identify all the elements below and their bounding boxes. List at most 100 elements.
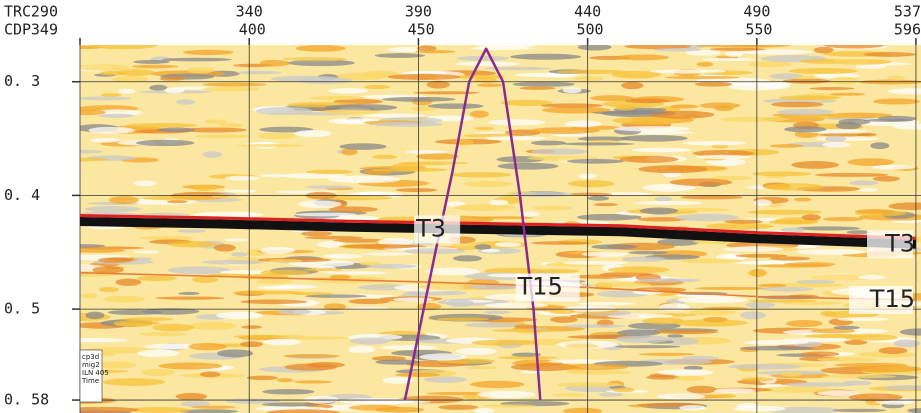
texture-blob xyxy=(240,341,264,348)
texture-blob xyxy=(241,325,262,329)
texture-blob xyxy=(305,169,353,175)
texture-blob xyxy=(128,407,191,413)
texture-blob xyxy=(636,278,701,283)
texture-blob xyxy=(577,45,612,51)
texture-blob xyxy=(471,339,538,346)
texture-blob xyxy=(769,256,811,261)
texture-blob xyxy=(324,104,398,111)
texture-blob xyxy=(339,143,387,150)
texture-blob xyxy=(309,95,367,100)
texture-blob xyxy=(473,408,495,413)
texture-blob xyxy=(213,244,236,252)
texture-blob xyxy=(747,270,768,277)
texture-blob xyxy=(416,153,459,160)
texture-blob xyxy=(90,137,120,143)
x2-tick-label: 400 xyxy=(239,21,266,39)
texture-blob xyxy=(413,91,480,95)
texture-blob xyxy=(614,335,673,344)
horizon-label-bg xyxy=(867,230,913,259)
texture-blob xyxy=(591,110,667,115)
texture-blob xyxy=(297,77,353,84)
texture-blob xyxy=(657,369,714,376)
texture-blob xyxy=(223,189,258,193)
texture-blob xyxy=(882,385,921,391)
horizon-label: T3 xyxy=(884,229,915,257)
texture-blob xyxy=(481,248,501,253)
texture-blob xyxy=(829,76,859,85)
texture-blob xyxy=(262,402,320,407)
texture-blob xyxy=(100,93,122,97)
horizon-label: T3 xyxy=(415,215,446,243)
texture-blob xyxy=(549,308,576,315)
texture-blob xyxy=(838,118,871,125)
texture-blob xyxy=(642,317,684,325)
texture-blob xyxy=(825,135,847,142)
texture-blob xyxy=(816,357,878,362)
texture-blob xyxy=(752,171,812,177)
texture-blob xyxy=(778,338,853,342)
texture-blob xyxy=(438,404,479,410)
texture-blob xyxy=(152,323,195,332)
texture-blob xyxy=(90,45,157,50)
texture-blob xyxy=(785,319,823,328)
texture-blob xyxy=(821,374,897,379)
texture-blob xyxy=(682,141,747,146)
texture-blob xyxy=(329,274,351,280)
texture-blob xyxy=(721,116,790,122)
y-tick-label: 0. 4 xyxy=(4,186,40,204)
texture-blob xyxy=(168,241,218,248)
texture-blob xyxy=(426,80,450,89)
texture-blob xyxy=(142,196,218,201)
texture-blob xyxy=(683,365,704,371)
texture-blob xyxy=(818,133,871,137)
texture-blob xyxy=(436,317,490,321)
texture-blob xyxy=(550,316,578,323)
y-tick-label: 0. 58 xyxy=(4,391,49,409)
texture-blob xyxy=(591,244,638,250)
texture-blob xyxy=(260,246,296,254)
texture-blob xyxy=(615,54,670,61)
texture-blob xyxy=(703,316,728,323)
texture-blob xyxy=(782,78,831,84)
texture-blob xyxy=(321,109,379,115)
texture-blob xyxy=(642,183,696,192)
texture-blob xyxy=(656,393,706,400)
texture-blob xyxy=(669,178,733,187)
texture-blob xyxy=(694,286,768,291)
texture-blob xyxy=(532,205,572,211)
texture-blob xyxy=(395,372,441,377)
texture-blob xyxy=(133,257,152,261)
texture-blob xyxy=(80,96,132,101)
marks xyxy=(80,47,917,401)
texture-blob xyxy=(328,88,369,94)
texture-blob xyxy=(453,204,516,211)
texture-blob xyxy=(822,141,851,148)
texture-blob xyxy=(748,61,792,68)
texture-blob xyxy=(739,345,814,351)
texture-blob xyxy=(240,299,308,305)
texture-blob xyxy=(560,142,635,146)
texture-blob xyxy=(113,320,160,326)
texture-blob xyxy=(736,403,758,409)
texture-blob xyxy=(757,283,787,288)
texture-blob xyxy=(768,219,819,225)
texture-blob xyxy=(694,81,733,87)
texture-blob xyxy=(788,67,858,74)
texture-blob xyxy=(225,175,260,181)
texture-blob xyxy=(482,310,512,314)
texture-blob xyxy=(202,82,267,87)
texture-blob xyxy=(474,244,492,250)
texture-blob xyxy=(688,309,736,316)
texture-blob xyxy=(587,195,610,201)
texture-blob xyxy=(80,248,126,253)
texture-blob xyxy=(728,363,802,370)
texture-blob xyxy=(418,283,488,291)
texture-blob xyxy=(680,258,743,264)
texture-blob xyxy=(446,299,474,308)
texture-blob xyxy=(466,366,498,370)
texture-blob xyxy=(259,59,291,67)
texture-blob xyxy=(842,380,872,386)
texture-blob xyxy=(371,154,398,159)
texture-blob xyxy=(144,343,202,349)
texture-blob xyxy=(699,102,741,109)
